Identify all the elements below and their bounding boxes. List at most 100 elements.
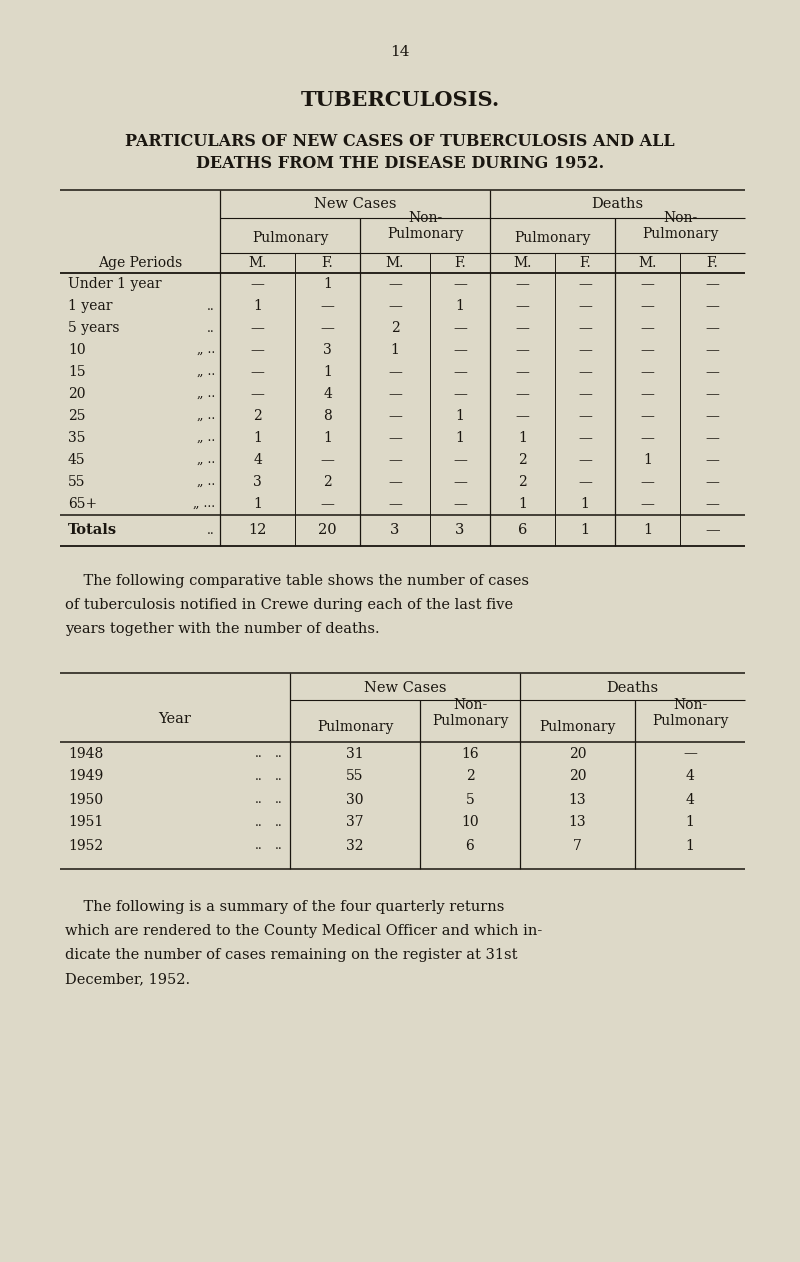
Text: 3: 3 [323,343,332,357]
Text: —: — [250,321,265,334]
Text: M.: M. [514,256,532,270]
Text: 4: 4 [686,793,694,806]
Text: 2: 2 [253,409,262,423]
Text: —: — [706,453,719,467]
Text: —: — [641,299,654,313]
Text: —: — [641,365,654,379]
Text: 1: 1 [455,299,465,313]
Text: „ ...: „ ... [193,497,215,511]
Text: 4: 4 [253,453,262,467]
Text: ..: .. [255,839,262,852]
Text: The following comparative table shows the number of cases: The following comparative table shows th… [65,574,529,588]
Text: 1: 1 [518,497,527,511]
Text: —: — [578,387,592,401]
Text: —: — [321,497,334,511]
Text: 20: 20 [318,522,337,538]
Text: F.: F. [706,256,718,270]
Text: —: — [250,387,265,401]
Text: ..: .. [275,747,282,760]
Text: Deaths: Deaths [606,681,658,695]
Text: —: — [706,387,719,401]
Text: F.: F. [579,256,591,270]
Text: —: — [515,276,530,292]
Text: —: — [515,409,530,423]
Text: —: — [388,299,402,313]
Text: —: — [641,276,654,292]
Text: years together with the number of deaths.: years together with the number of deaths… [65,622,380,636]
Text: M.: M. [248,256,266,270]
Text: —: — [578,475,592,488]
Text: 14: 14 [390,45,410,59]
Text: which are rendered to the County Medical Officer and which in-: which are rendered to the County Medical… [65,924,542,938]
Text: —: — [388,387,402,401]
Text: 25: 25 [68,409,86,423]
Text: 1: 1 [581,497,590,511]
Text: 1: 1 [581,522,590,538]
Text: —: — [706,497,719,511]
Text: —: — [641,409,654,423]
Text: 7: 7 [573,838,582,853]
Text: 1950: 1950 [68,793,103,806]
Text: —: — [321,299,334,313]
Text: —: — [453,475,467,488]
Text: 2: 2 [323,475,332,488]
Text: The following is a summary of the four quarterly returns: The following is a summary of the four q… [65,900,504,914]
Text: 5 years: 5 years [68,321,119,334]
Text: Pulmonary: Pulmonary [539,721,616,734]
Text: Non-
Pulmonary: Non- Pulmonary [387,211,463,241]
Text: —: — [515,387,530,401]
Text: —: — [683,747,697,761]
Text: 45: 45 [68,453,86,467]
Text: 15: 15 [68,365,86,379]
Text: 32: 32 [346,838,364,853]
Text: —: — [706,321,719,334]
Text: 10: 10 [461,815,479,829]
Text: ..: .. [255,770,262,782]
Text: —: — [453,343,467,357]
Text: —: — [388,453,402,467]
Text: Pulmonary: Pulmonary [514,231,590,245]
Text: dicate the number of cases remaining on the register at 31st: dicate the number of cases remaining on … [65,948,518,962]
Text: New Cases: New Cases [314,197,396,211]
Text: ..: .. [255,747,262,760]
Text: —: — [578,343,592,357]
Text: —: — [515,321,530,334]
Text: 2: 2 [466,770,474,784]
Text: 1: 1 [323,365,332,379]
Text: 1: 1 [323,276,332,292]
Text: „ ..: „ .. [197,387,215,400]
Text: 37: 37 [346,815,364,829]
Text: 6: 6 [466,838,474,853]
Text: —: — [515,343,530,357]
Text: 20: 20 [569,747,586,761]
Text: —: — [578,321,592,334]
Text: 1: 1 [686,838,694,853]
Text: ..: .. [275,817,282,829]
Text: 6: 6 [518,522,527,538]
Text: Pulmonary: Pulmonary [252,231,328,245]
Text: —: — [388,475,402,488]
Text: F.: F. [454,256,466,270]
Text: DEATHS FROM THE DISEASE DURING 1952.: DEATHS FROM THE DISEASE DURING 1952. [196,154,604,172]
Text: —: — [641,321,654,334]
Text: 13: 13 [569,793,586,806]
Text: 30: 30 [346,793,364,806]
Text: 10: 10 [68,343,86,357]
Text: 4: 4 [323,387,332,401]
Text: ..: .. [275,793,282,806]
Text: „ ..: „ .. [197,453,215,467]
Text: —: — [388,365,402,379]
Text: Totals: Totals [68,522,117,538]
Text: —: — [453,365,467,379]
Text: —: — [706,475,719,488]
Text: —: — [578,432,592,445]
Text: 1: 1 [253,497,262,511]
Text: ..: .. [255,817,262,829]
Text: ..: .. [275,770,282,782]
Text: —: — [453,276,467,292]
Text: 16: 16 [461,747,479,761]
Text: —: — [641,343,654,357]
Text: —: — [388,432,402,445]
Text: 1: 1 [643,522,652,538]
Text: 1 year: 1 year [68,299,113,313]
